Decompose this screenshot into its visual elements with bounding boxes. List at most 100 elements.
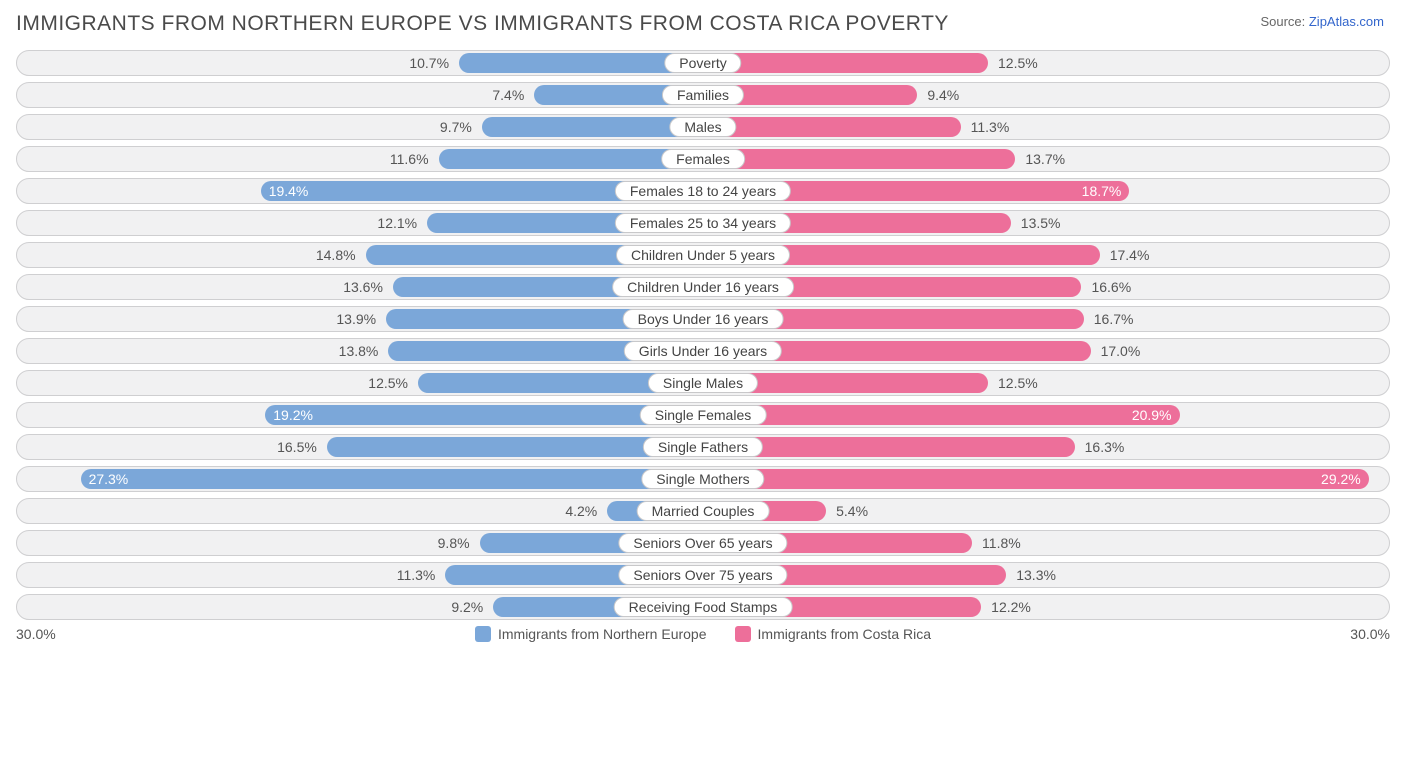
chart-title: IMMIGRANTS FROM NORTHERN EUROPE VS IMMIG… xyxy=(16,12,1390,36)
bar-right: 11.3% xyxy=(703,117,961,137)
axis-max-left: 30.0% xyxy=(16,626,76,642)
bar-left: 19.2% xyxy=(265,405,703,425)
bar-track: 9.8% 11.8% Seniors Over 65 years xyxy=(16,530,1390,556)
value-left: 13.9% xyxy=(336,309,386,329)
legend-label-left: Immigrants from Northern Europe xyxy=(498,626,707,642)
chart-row: 9.2% 12.2% Receiving Food Stamps xyxy=(16,594,1390,620)
value-right: 11.8% xyxy=(972,533,1021,553)
category-label: Boys Under 16 years xyxy=(623,309,784,329)
value-left: 11.6% xyxy=(390,149,439,169)
chart-row: 13.6%16.6%Children Under 16 years xyxy=(16,274,1390,300)
chart-row: 16.5% 16.3% Single Fathers xyxy=(16,434,1390,460)
chart-row: 7.4% 9.4% Families xyxy=(16,82,1390,108)
value-left: 4.2% xyxy=(565,501,607,521)
value-left: 7.4% xyxy=(492,85,534,105)
value-right: 9.4% xyxy=(917,85,959,105)
bar-track: 16.5% 16.3% Single Fathers xyxy=(16,434,1390,460)
bar-right: 13.7% xyxy=(703,149,1015,169)
axis-max-right: 30.0% xyxy=(1330,626,1390,642)
category-label: Girls Under 16 years xyxy=(624,341,782,361)
value-left: 19.2% xyxy=(273,405,313,425)
bar-right: 12.5% xyxy=(703,53,988,73)
category-label: Children Under 16 years xyxy=(612,277,794,297)
bar-track: 13.6%16.6%Children Under 16 years xyxy=(16,274,1390,300)
bar-track: 19.4% 18.7% Females 18 to 24 years xyxy=(16,178,1390,204)
bar-right: 20.9% xyxy=(703,405,1180,425)
value-left: 11.3% xyxy=(397,565,446,585)
value-right: 17.0% xyxy=(1091,341,1141,361)
value-right: 18.7% xyxy=(1082,181,1122,201)
chart-row: 11.3%13.3%Seniors Over 75 years xyxy=(16,562,1390,588)
bar-track: 11.3%13.3%Seniors Over 75 years xyxy=(16,562,1390,588)
chart-row: 13.9% 16.7% Boys Under 16 years xyxy=(16,306,1390,332)
category-label: Single Fathers xyxy=(643,437,763,457)
bar-track: 19.2% 20.9% Single Females xyxy=(16,402,1390,428)
category-label: Families xyxy=(662,85,744,105)
value-right: 11.3% xyxy=(961,117,1010,137)
chart-row: 12.1% 13.5% Females 25 to 34 years xyxy=(16,210,1390,236)
value-right: 13.3% xyxy=(1006,565,1056,585)
category-label: Receiving Food Stamps xyxy=(614,597,793,617)
chart-row: 19.2% 20.9% Single Females xyxy=(16,402,1390,428)
value-left: 9.2% xyxy=(451,597,493,617)
source-attribution: Source: ZipAtlas.com xyxy=(1260,14,1384,29)
bar-track: 13.9% 16.7% Boys Under 16 years xyxy=(16,306,1390,332)
bar-track: 9.7%11.3%Males xyxy=(16,114,1390,140)
value-left: 14.8% xyxy=(316,245,366,265)
bar-track: 13.8% 17.0% Girls Under 16 years xyxy=(16,338,1390,364)
chart-row: 27.3%29.2%Single Mothers xyxy=(16,466,1390,492)
chart-row: 12.5% 12.5% Single Males xyxy=(16,370,1390,396)
bar-track: 7.4% 9.4% Families xyxy=(16,82,1390,108)
source-link[interactable]: ZipAtlas.com xyxy=(1309,14,1384,29)
value-left: 12.5% xyxy=(368,373,418,393)
value-right: 20.9% xyxy=(1132,405,1172,425)
category-label: Females 18 to 24 years xyxy=(615,181,791,201)
value-right: 16.7% xyxy=(1084,309,1134,329)
category-label: Seniors Over 65 years xyxy=(618,533,787,553)
diverging-bar-chart: 10.7%12.5%Poverty7.4%9.4%Families9.7%11.… xyxy=(16,50,1390,620)
value-right: 12.2% xyxy=(981,597,1031,617)
category-label: Females xyxy=(661,149,745,169)
value-right: 29.2% xyxy=(1321,469,1361,489)
category-label: Married Couples xyxy=(637,501,770,521)
value-left: 19.4% xyxy=(269,181,309,201)
bar-right: 29.2% xyxy=(703,469,1369,489)
bar-track: 12.5% 12.5% Single Males xyxy=(16,370,1390,396)
value-left: 9.8% xyxy=(438,533,480,553)
value-left: 13.8% xyxy=(339,341,389,361)
value-left: 9.7% xyxy=(440,117,482,137)
legend-swatch-right xyxy=(735,626,751,642)
chart-row: 13.8% 17.0% Girls Under 16 years xyxy=(16,338,1390,364)
value-left: 16.5% xyxy=(277,437,327,457)
chart-row: 10.7%12.5%Poverty xyxy=(16,50,1390,76)
category-label: Males xyxy=(669,117,736,137)
value-right: 12.5% xyxy=(988,373,1038,393)
bar-track: 12.1% 13.5% Females 25 to 34 years xyxy=(16,210,1390,236)
value-left: 12.1% xyxy=(377,213,427,233)
chart-row: 11.6%13.7%Females xyxy=(16,146,1390,172)
category-label: Single Females xyxy=(640,405,767,425)
category-label: Poverty xyxy=(664,53,741,73)
bar-track: 9.2% 12.2% Receiving Food Stamps xyxy=(16,594,1390,620)
legend: Immigrants from Northern Europe Immigran… xyxy=(76,626,1330,642)
value-left: 10.7% xyxy=(409,53,459,73)
chart-row: 4.2% 5.4% Married Couples xyxy=(16,498,1390,524)
value-right: 17.4% xyxy=(1100,245,1150,265)
chart-row: 14.8%17.4%Children Under 5 years xyxy=(16,242,1390,268)
chart-row: 9.8% 11.8% Seniors Over 65 years xyxy=(16,530,1390,556)
legend-item-left: Immigrants from Northern Europe xyxy=(475,626,707,642)
legend-swatch-left xyxy=(475,626,491,642)
category-label: Females 25 to 34 years xyxy=(615,213,791,233)
value-right: 13.5% xyxy=(1011,213,1061,233)
value-right: 12.5% xyxy=(988,53,1038,73)
bar-track: 10.7%12.5%Poverty xyxy=(16,50,1390,76)
value-right: 16.3% xyxy=(1075,437,1125,457)
value-right: 5.4% xyxy=(826,501,868,521)
bar-track: 14.8%17.4%Children Under 5 years xyxy=(16,242,1390,268)
bar-track: 4.2% 5.4% Married Couples xyxy=(16,498,1390,524)
value-left: 27.3% xyxy=(89,469,129,489)
category-label: Single Males xyxy=(648,373,758,393)
bar-track: 27.3%29.2%Single Mothers xyxy=(16,466,1390,492)
bar-left: 27.3% xyxy=(81,469,703,489)
value-right: 13.7% xyxy=(1015,149,1065,169)
